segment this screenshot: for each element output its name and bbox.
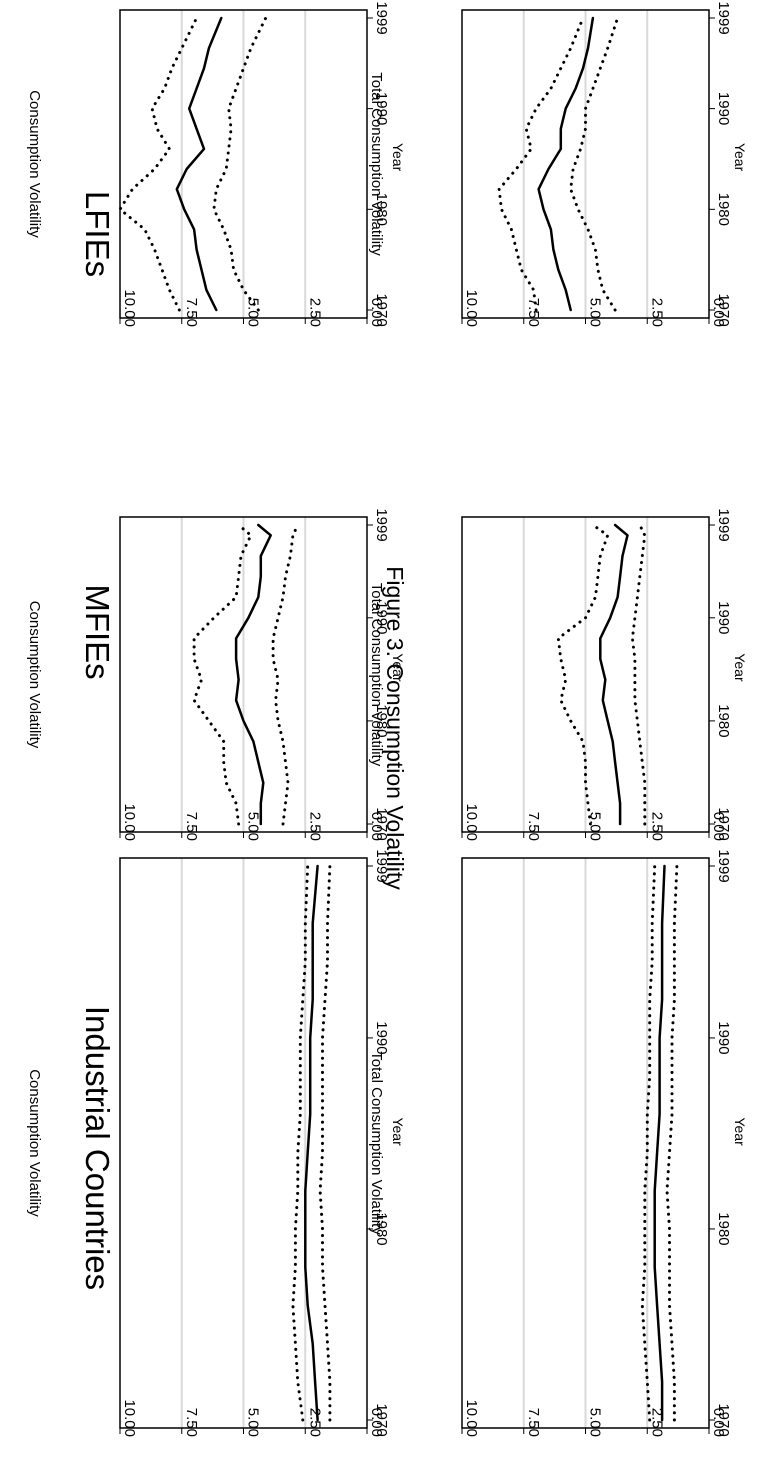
y-tick-label: 10.00 (463, 1399, 480, 1437)
group-title-lfies: LFIEs (79, 191, 116, 277)
x-tick-label: 1990 (715, 601, 732, 634)
x-axis-title: Year (390, 1117, 406, 1146)
dotted-line-2 (497, 16, 585, 312)
y-tick-label: 5.00 (587, 298, 604, 327)
group-title-mfies: MFIEs (79, 584, 116, 679)
x-tick-label: 1980 (715, 1212, 732, 1245)
x-axis-title: Year (390, 653, 406, 682)
y-tick-label: 10.00 (463, 803, 480, 841)
y-tick-label: 0.00 (710, 298, 727, 327)
x-axis-title: Year (390, 143, 406, 172)
x-tick-label: 1990 (715, 92, 732, 125)
y-tick-label: 2.50 (306, 812, 323, 841)
y-tick-label: 0.00 (710, 812, 727, 841)
dotted-line-2 (556, 523, 610, 826)
y-tick-label: 7.50 (525, 1408, 542, 1437)
panel-6: 10.00 7.50 5.00 2.50 0.001970198019901999Yea… (368, 1, 748, 327)
y-tick-label: 10.00 (463, 289, 480, 327)
x-tick-label: 1999 (373, 1, 390, 34)
y-tick-label: 5.00 (587, 812, 604, 841)
dotted-line-2 (640, 864, 657, 1422)
x-tick-label: 1980 (373, 193, 390, 226)
dotted-line-2 (192, 523, 253, 826)
dotted-line-0 (569, 16, 620, 312)
x-tick-label: 1999 (715, 849, 732, 882)
group-title-industrial: Industrial Countries (79, 1006, 116, 1290)
x-tick-label: 1990 (373, 92, 390, 125)
x-tick-label: 1980 (373, 704, 390, 737)
solid-line-1 (599, 523, 629, 826)
y-tick-label: 0.00 (710, 1408, 727, 1437)
x-tick-label: 1980 (715, 704, 732, 737)
y-tick-label: 2.50 (648, 812, 665, 841)
dotted-line-0 (271, 523, 300, 826)
dotted-line-0 (665, 864, 679, 1422)
y-axis-title: Total Consumption Volatility (368, 1051, 385, 1235)
solid-line-1 (537, 16, 595, 312)
y-tick-label: 7.50 (525, 298, 542, 327)
y-axis-title: Total Consumption Volatility (368, 72, 385, 256)
dotted-line-2 (118, 16, 199, 312)
x-axis-title: Year (732, 1117, 748, 1146)
x-tick-label: 1990 (373, 1021, 390, 1054)
y-tick-label: 5.00 (245, 812, 262, 841)
x-tick-label: 1999 (715, 1, 732, 34)
x-tick-label: 1990 (715, 1021, 732, 1054)
y-tick-label: 5.00 (245, 298, 262, 327)
x-axis-title: Year (732, 653, 748, 682)
x-tick-label: 1999 (373, 849, 390, 882)
x-tick-label: 1980 (715, 193, 732, 226)
chart-panels: 10.00 7.50 5.00 2.50 0.001970198019901999Yea… (26, 1, 748, 1437)
dotted-line-0 (212, 16, 268, 312)
x-tick-label: 1970 (715, 1403, 732, 1436)
panel-4: 10.00 7.50 5.00 2.50 0.001970198019901999Yea… (368, 849, 748, 1437)
x-tick-label: 1970 (715, 293, 732, 326)
x-tick-label: 1999 (373, 508, 390, 541)
solid-line-1 (175, 16, 223, 312)
x-tick-label: 1999 (715, 508, 732, 541)
panel-5: 10.00 7.50 5.00 2.50 0.001970198019901999Yea… (368, 508, 748, 841)
y-tick-label: 0.00 (368, 812, 385, 841)
y-axis-title: Total Consumption Volatility (368, 583, 385, 767)
y-tick-label: 2.50 (306, 298, 323, 327)
dotted-line-2 (291, 864, 310, 1422)
y-tick-label: 5.00 (245, 1408, 262, 1437)
x-tick-label: 1980 (373, 1212, 390, 1245)
y-tick-label: 5.00 (587, 1408, 604, 1437)
y-tick-label: 7.50 (183, 1408, 200, 1437)
x-tick-label: 1970 (373, 807, 390, 840)
y-tick-label: 0.00 (368, 1408, 385, 1437)
y-tick-label: 7.50 (183, 812, 200, 841)
y-tick-label: 10.00 (121, 803, 138, 841)
y-axis-title: Consumption Volatility (26, 1069, 43, 1217)
y-tick-label: 10.00 (121, 1399, 138, 1437)
solid-line-1 (304, 864, 319, 1422)
x-tick-label: 1990 (373, 601, 390, 634)
y-axis-title: Consumption Volatility (26, 90, 43, 238)
figure-title: Figure 3. Consumption Volatility (382, 566, 408, 890)
y-tick-label: 10.00 (121, 289, 138, 327)
x-axis-title: Year (732, 143, 748, 172)
x-tick-label: 1970 (373, 1403, 390, 1436)
y-tick-label: 7.50 (525, 812, 542, 841)
dotted-line-0 (318, 864, 332, 1422)
y-tick-label: 0.00 (368, 298, 385, 327)
y-tick-label: 2.50 (306, 1408, 323, 1437)
y-tick-label: 2.50 (648, 298, 665, 327)
dotted-line-0 (630, 523, 647, 826)
solid-line-1 (653, 864, 666, 1422)
solid-line-1 (234, 523, 272, 826)
y-axis-title: Consumption Volatility (26, 601, 43, 749)
x-tick-label: 1970 (715, 807, 732, 840)
x-tick-label: 1970 (373, 293, 390, 326)
y-tick-label: 7.50 (183, 298, 200, 327)
